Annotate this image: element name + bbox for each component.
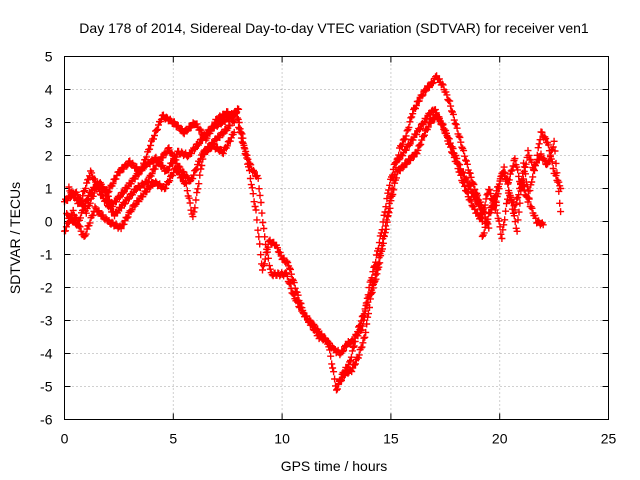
y-tick-label: -6 [40, 412, 53, 428]
y-tick-label: -1 [40, 247, 53, 263]
data-series-5 [226, 72, 493, 359]
y-tick-label: -2 [40, 280, 53, 296]
x-tick-label: 0 [61, 431, 69, 447]
data-series-2 [63, 105, 243, 229]
y-tick-label: 0 [45, 214, 53, 230]
grid-lines [64, 56, 609, 420]
x-tick-labels: 0 5 10 15 20 25 [61, 431, 617, 447]
axis-ticks [64, 56, 609, 420]
plot-frame [64, 56, 609, 420]
y-tick-label: 4 [45, 82, 53, 98]
data-series-10 [487, 159, 547, 235]
y-tick-label: 1 [45, 181, 53, 197]
x-axis-label: GPS time / hours [281, 458, 388, 474]
y-tick-label: 5 [45, 49, 53, 65]
chart-title: Day 178 of 2014, Sidereal Day-to-day VTE… [79, 20, 589, 36]
data-series-7 [335, 111, 486, 388]
y-tick-label: -3 [40, 313, 53, 329]
y-tick-label: 3 [45, 115, 53, 131]
x-tick-label: 20 [492, 431, 508, 447]
y-tick-labels: -6 -5 -4 -3 -2 -1 0 1 2 3 4 5 [40, 49, 53, 428]
y-tick-label: -5 [40, 379, 53, 395]
y-tick-label: -4 [40, 346, 53, 362]
x-tick-label: 25 [601, 431, 617, 447]
data-plot [61, 72, 565, 394]
data-series-3 [65, 128, 238, 220]
y-tick-label: 2 [45, 148, 53, 164]
x-tick-label: 15 [383, 431, 399, 447]
x-tick-label: 10 [274, 431, 290, 447]
x-tick-label: 5 [169, 431, 177, 447]
y-axis-label: SDTVAR / TECUs [7, 182, 23, 294]
